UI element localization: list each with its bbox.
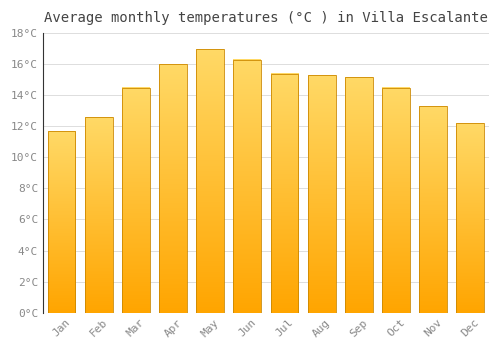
Bar	[122, 88, 150, 313]
Bar	[308, 75, 336, 313]
Bar	[85, 117, 112, 313]
Bar	[159, 64, 187, 313]
Bar	[48, 131, 76, 313]
Bar	[382, 88, 410, 313]
Title: Average monthly temperatures (°C ) in Villa Escalante: Average monthly temperatures (°C ) in Vi…	[44, 11, 488, 25]
Bar	[345, 77, 373, 313]
Bar	[196, 49, 224, 313]
Bar	[419, 106, 447, 313]
Bar	[456, 123, 484, 313]
Bar	[270, 74, 298, 313]
Bar	[234, 60, 262, 313]
